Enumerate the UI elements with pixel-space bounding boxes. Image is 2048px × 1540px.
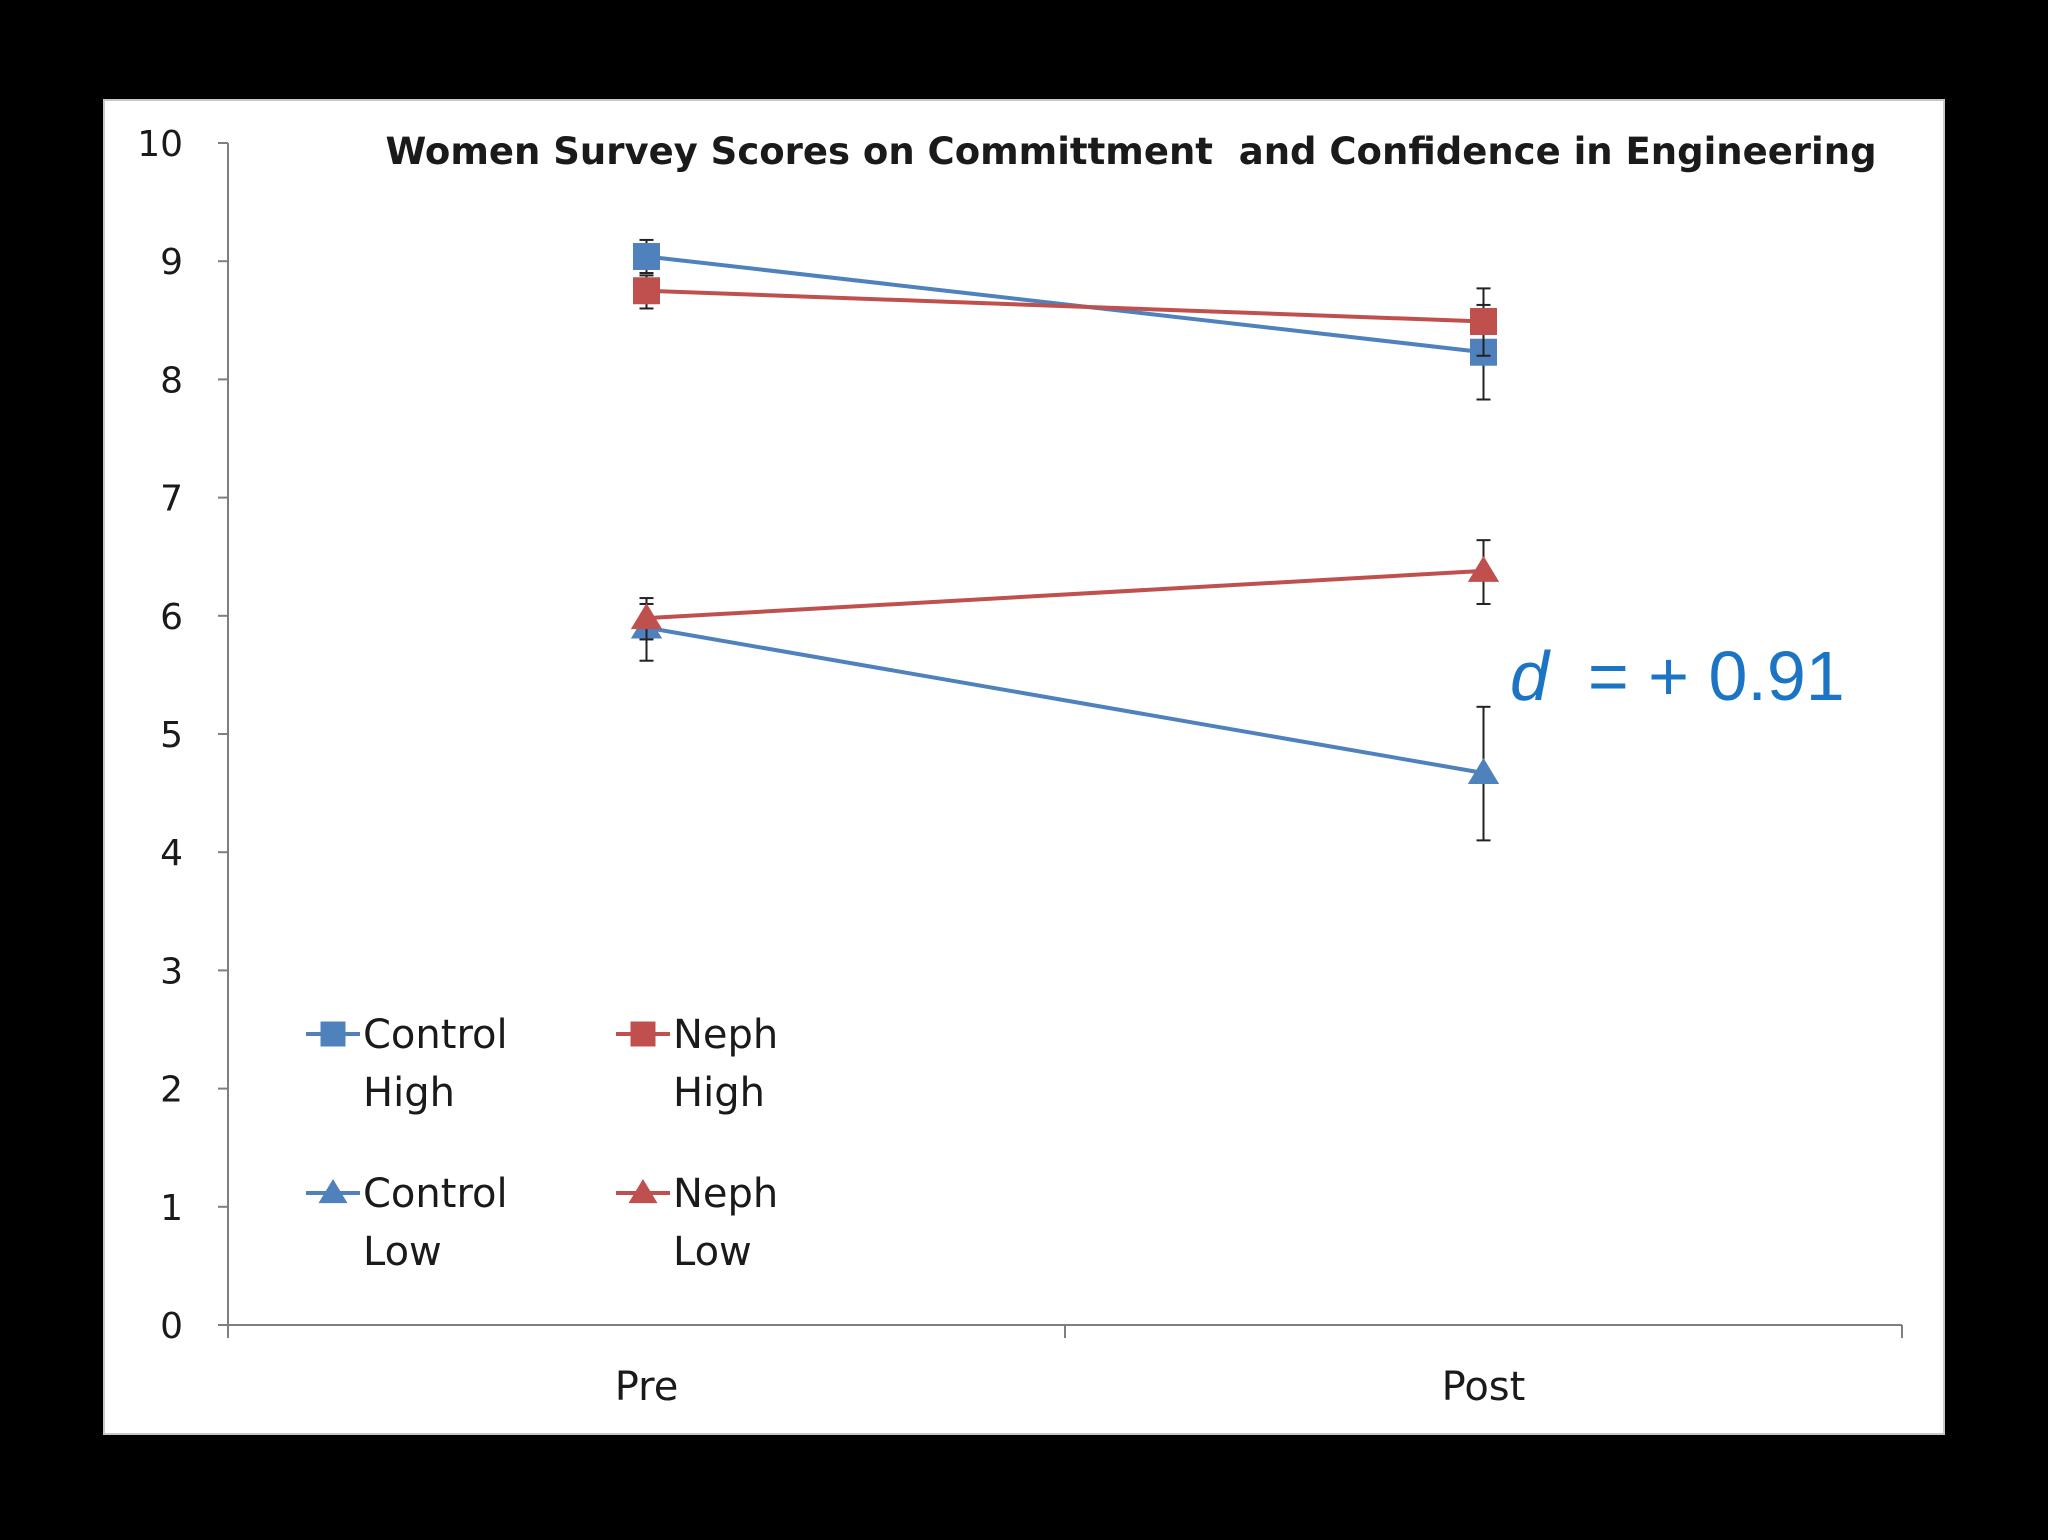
legend-marker <box>318 1179 348 1204</box>
legend-item: Neph High <box>616 1012 778 1116</box>
series-group <box>633 274 1497 357</box>
annotation-value: = + 0.91 <box>1568 637 1844 715</box>
annotation-variable: d <box>1510 637 1551 715</box>
data-point <box>1467 757 1500 784</box>
x-tick-label: Post <box>1442 1364 1526 1410</box>
legend-marker <box>628 1179 658 1204</box>
y-tick-label: 3 <box>160 951 183 992</box>
legend-item: Control High <box>306 1012 508 1116</box>
data-point <box>633 277 660 305</box>
legend-marker <box>320 1021 346 1047</box>
legend-item: Neph Low <box>616 1171 778 1275</box>
legend-label: Low <box>673 1229 752 1275</box>
legend-label: Low <box>363 1229 442 1275</box>
y-tick-label: 6 <box>160 597 183 638</box>
legend-marker <box>630 1021 656 1047</box>
legend-label: Neph <box>673 1171 778 1217</box>
series-line <box>646 568 1484 621</box>
effect-size-annotation: d = + 0.91 <box>1510 637 1845 715</box>
y-tick-label: 8 <box>160 360 183 401</box>
chart-area-background <box>103 99 1945 1435</box>
legend-label: High <box>673 1070 765 1116</box>
data-point <box>1467 555 1500 582</box>
y-tick-label: 9 <box>160 242 183 283</box>
data-point <box>630 603 663 630</box>
y-tick-label: 1 <box>160 1188 183 1229</box>
y-tick-label: 10 <box>137 124 183 165</box>
legend-label: Control <box>363 1171 508 1217</box>
series-line <box>646 625 1484 775</box>
axes: 0 1 2 3 4 5 6 7 8 9 10 Pre Post <box>137 124 1903 1410</box>
legend-label: Control <box>363 1012 508 1058</box>
legend: Control High Neph High Control Low Neph Low <box>306 1012 778 1275</box>
y-tick-label: 2 <box>160 1070 183 1111</box>
legend-label: Neph <box>673 1012 778 1058</box>
y-tick-label: 4 <box>160 833 183 874</box>
data-point <box>1470 307 1497 335</box>
series-line <box>646 288 1484 324</box>
legend-item: Control Low <box>306 1171 508 1275</box>
series-group <box>630 539 1500 641</box>
y-tick-label: 5 <box>160 715 183 756</box>
chart-title: Women Survey Scores on Committment and C… <box>385 130 1876 173</box>
y-tick-label: 7 <box>160 479 183 520</box>
y-tick-label: 0 <box>160 1306 183 1347</box>
legend-label: High <box>363 1070 455 1116</box>
x-tick-label: Pre <box>615 1364 679 1410</box>
series-layer <box>630 238 1500 842</box>
data-point <box>633 242 660 270</box>
